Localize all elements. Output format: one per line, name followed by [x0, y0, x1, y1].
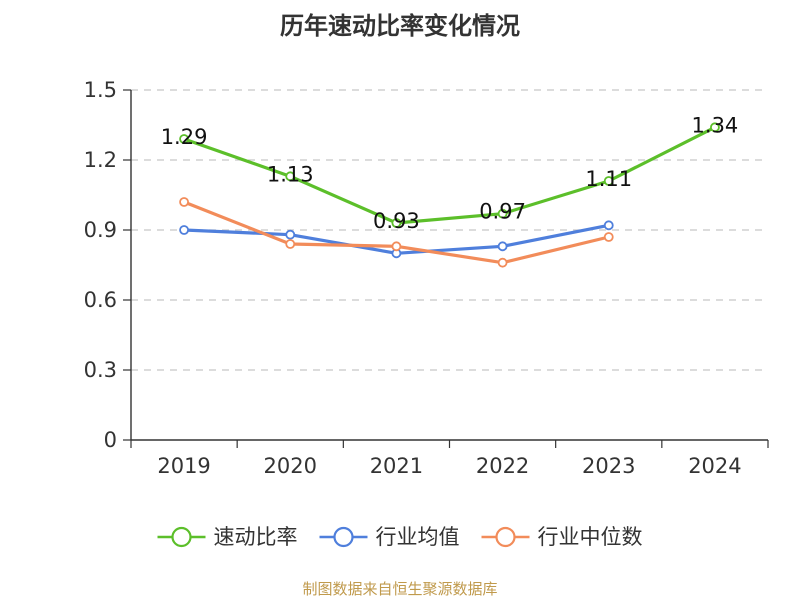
x-tick-label: 2023 — [582, 454, 635, 478]
series-point — [497, 257, 508, 268]
grid-lines — [131, 89, 768, 371]
y-tick-label: 1.2 — [84, 148, 117, 172]
legend-circle-icon — [495, 526, 516, 548]
legend-item: 行业均值 — [319, 525, 460, 549]
legend: 速动比率 行业均值 行业中位数 — [157, 525, 643, 549]
chart-title: 历年速动比率变化情况 — [280, 12, 520, 40]
series-point — [497, 241, 508, 252]
series-point — [603, 232, 614, 242]
data-labels: 1.29 1.13 0.93 0.97 1.11 1.34 — [161, 113, 739, 233]
y-tick-label: 1.5 — [84, 78, 117, 102]
series-point — [710, 122, 720, 133]
legend-label: 行业中位数 — [538, 525, 643, 549]
data-label: 1.34 — [692, 113, 739, 137]
series-point — [179, 134, 189, 144]
legend-item: 行业中位数 — [481, 525, 643, 549]
legend-circle-icon — [171, 526, 192, 548]
series-point — [285, 171, 296, 182]
data-label: 1.29 — [161, 125, 208, 149]
axes: 0 0.3 0.6 0.9 1.2 1.5 2019 2020 2021 2022 2023 2024 — [84, 78, 769, 478]
legend-item: 速动比率 — [157, 525, 298, 549]
x-tick-label: 2020 — [264, 454, 317, 478]
series-point — [285, 229, 296, 240]
series-point — [603, 220, 614, 231]
series-point — [391, 241, 402, 252]
y-tick-label: 0 — [104, 428, 117, 452]
legend-label: 行业均值 — [376, 525, 460, 549]
legend-circle-icon — [333, 526, 354, 548]
y-tick-label: 0.9 — [84, 218, 117, 242]
y-tick-label: 0.3 — [84, 358, 117, 382]
series-point — [497, 208, 508, 219]
series-point — [391, 218, 402, 228]
x-tick-label: 2024 — [688, 454, 741, 478]
data-label: 0.97 — [479, 200, 526, 224]
series-lines — [179, 122, 720, 268]
legend-label: 速动比率 — [214, 525, 298, 549]
data-label: 1.11 — [585, 167, 632, 191]
source-footnote: 制图数据来自恒生聚源数据库 — [302, 580, 497, 598]
x-tick-label: 2019 — [157, 454, 210, 478]
data-label: 0.93 — [373, 209, 420, 233]
x-tick-label: 2021 — [370, 454, 423, 478]
series-line — [182, 125, 717, 225]
y-tick-label: 0.6 — [84, 288, 117, 312]
series-point — [179, 225, 189, 235]
data-label: 1.13 — [267, 162, 314, 186]
series-point — [179, 197, 189, 207]
series-point — [285, 239, 296, 249]
x-tick-label: 2022 — [476, 454, 529, 478]
series-point — [603, 176, 614, 186]
